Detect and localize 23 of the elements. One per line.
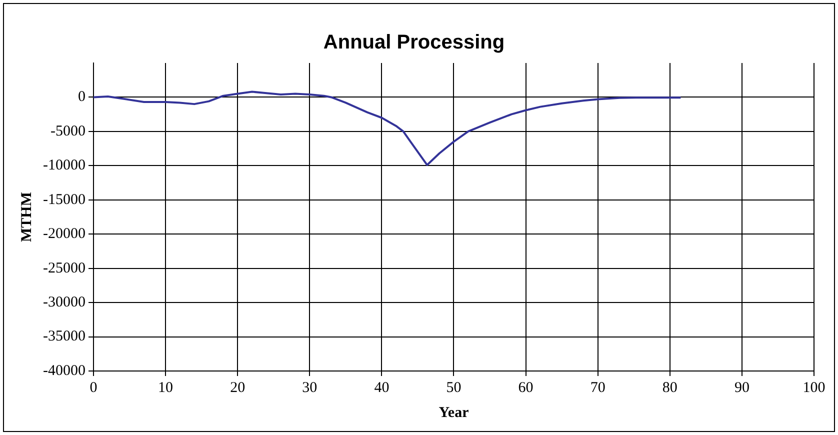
x-tick-label: 50 bbox=[446, 380, 462, 396]
x-tick-label: 70 bbox=[590, 380, 606, 396]
x-axis-title: Year bbox=[438, 404, 470, 421]
x-tick-label: 30 bbox=[302, 380, 318, 396]
y-tick-label: -35000 bbox=[42, 328, 86, 345]
y-tick-label: 0 bbox=[78, 89, 86, 106]
y-tick-label: -10000 bbox=[42, 158, 86, 174]
x-tick-label: 60 bbox=[518, 380, 534, 396]
y-tick-label: -25000 bbox=[42, 260, 86, 276]
x-tick-label: 0 bbox=[90, 380, 98, 396]
x-tick-label: 20 bbox=[230, 380, 246, 396]
y-tick-label: -15000 bbox=[42, 192, 86, 208]
x-tick-label: 90 bbox=[734, 380, 750, 396]
x-tick-label: 80 bbox=[662, 380, 678, 396]
y-tick-label: -20000 bbox=[42, 226, 86, 242]
x-tick-label: 100 bbox=[802, 380, 826, 396]
y-tick-label: -30000 bbox=[42, 294, 86, 310]
chart-title: Annual Processing bbox=[323, 32, 505, 54]
x-tick-label: 40 bbox=[374, 380, 390, 396]
y-tick-label: -5000 bbox=[50, 123, 86, 140]
y-axis-title: MTHM bbox=[18, 192, 35, 242]
x-tick-label: 10 bbox=[158, 380, 174, 396]
y-tick-label: -40000 bbox=[42, 362, 86, 379]
